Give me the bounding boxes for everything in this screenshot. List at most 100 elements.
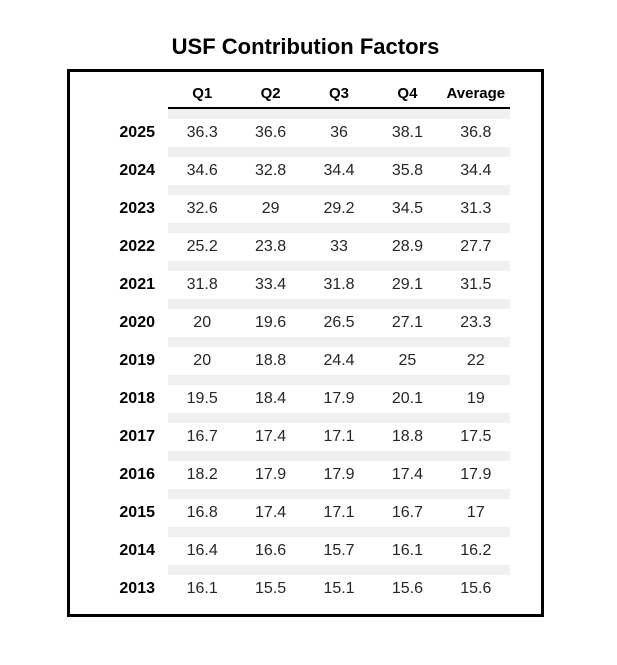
row-stripe bbox=[70, 147, 541, 157]
column-header-q3: Q3 bbox=[329, 85, 350, 102]
value-cell: 34.4 bbox=[460, 162, 492, 179]
row-stripe bbox=[70, 527, 541, 537]
value-cell: 29.1 bbox=[391, 276, 423, 293]
table-row: 2025 36.3 36.6 36 38.1 36.8 bbox=[70, 119, 541, 147]
row-stripe-band bbox=[168, 223, 510, 233]
value-cell: 32.6 bbox=[186, 200, 218, 217]
row-values: 16.7 17.4 17.1 18.8 17.5 bbox=[168, 428, 510, 446]
value-cell: 18.4 bbox=[255, 390, 287, 407]
table-column-headers: Q1 Q2 Q3 Q4 Average bbox=[168, 85, 510, 109]
row-stripe-band bbox=[168, 185, 510, 195]
column-header-average: Average bbox=[446, 85, 506, 102]
value-cell: 36 bbox=[330, 124, 348, 141]
value-cell: 27.1 bbox=[391, 314, 423, 331]
column-header-q4: Q4 bbox=[397, 85, 418, 102]
value-cell: 34.4 bbox=[323, 162, 355, 179]
value-cell: 16.2 bbox=[460, 542, 492, 559]
table-row: 2019 20 18.8 24.4 25 22 bbox=[70, 347, 541, 375]
value-cell: 18.2 bbox=[186, 466, 218, 483]
value-cell: 15.6 bbox=[391, 580, 423, 597]
value-cell: 18.8 bbox=[391, 428, 423, 445]
value-cell: 19.6 bbox=[255, 314, 287, 331]
value-cell: 26.5 bbox=[323, 314, 355, 331]
row-values: 18.2 17.9 17.9 17.4 17.9 bbox=[168, 466, 510, 484]
value-cell: 25.2 bbox=[186, 238, 218, 255]
row-stripe bbox=[70, 413, 541, 423]
value-cell: 19 bbox=[466, 390, 485, 407]
row-stripe-band bbox=[168, 337, 510, 347]
row-values: 25.2 23.8 33 28.9 27.7 bbox=[168, 238, 510, 256]
value-cell: 38.1 bbox=[391, 124, 423, 141]
value-cell: 16.4 bbox=[186, 542, 218, 559]
row-values: 31.8 33.4 31.8 29.1 31.5 bbox=[168, 276, 510, 294]
row-values: 16.8 17.4 17.1 16.7 17 bbox=[168, 504, 510, 522]
column-header-q2: Q2 bbox=[260, 85, 281, 102]
row-stripe bbox=[70, 261, 541, 271]
table-row: 2016 18.2 17.9 17.9 17.4 17.9 bbox=[70, 461, 541, 489]
value-cell: 17.5 bbox=[460, 428, 492, 445]
row-stripe bbox=[70, 565, 541, 575]
row-stripe bbox=[70, 489, 541, 499]
row-stripe bbox=[70, 185, 541, 195]
value-cell: 17.9 bbox=[323, 466, 355, 483]
row-stripe bbox=[70, 109, 541, 119]
year-label: 2022 bbox=[119, 238, 155, 255]
value-cell: 19.5 bbox=[186, 390, 218, 407]
value-cell: 16.6 bbox=[255, 542, 287, 559]
row-values: 16.4 16.6 15.7 16.1 16.2 bbox=[168, 542, 510, 560]
value-cell: 17.1 bbox=[323, 428, 355, 445]
value-cell: 24.4 bbox=[323, 352, 355, 369]
table-row: 2020 20 19.6 26.5 27.1 23.3 bbox=[70, 309, 541, 337]
row-stripe bbox=[70, 223, 541, 233]
year-label: 2021 bbox=[119, 276, 155, 293]
value-cell: 35.8 bbox=[391, 162, 423, 179]
year-label: 2017 bbox=[119, 428, 155, 445]
row-values: 34.6 32.8 34.4 35.8 34.4 bbox=[168, 162, 510, 180]
table-row: 2015 16.8 17.4 17.1 16.7 17 bbox=[70, 499, 541, 527]
value-cell: 17.4 bbox=[255, 504, 287, 521]
year-label: 2019 bbox=[119, 352, 155, 369]
table-row: 2022 25.2 23.8 33 28.9 27.7 bbox=[70, 233, 541, 261]
year-label: 2016 bbox=[119, 466, 155, 483]
year-label: 2014 bbox=[119, 542, 155, 559]
value-cell: 15.7 bbox=[323, 542, 355, 559]
value-cell: 16.8 bbox=[186, 504, 218, 521]
year-label: 2025 bbox=[119, 124, 155, 141]
row-stripe bbox=[70, 337, 541, 347]
row-values: 16.1 15.5 15.1 15.6 15.6 bbox=[168, 580, 510, 598]
value-cell: 16.1 bbox=[391, 542, 423, 559]
year-label: 2020 bbox=[119, 314, 155, 331]
value-cell: 36.6 bbox=[255, 124, 287, 141]
row-stripe-band bbox=[168, 565, 510, 575]
value-cell: 33 bbox=[330, 238, 348, 255]
value-cell: 27.7 bbox=[460, 238, 492, 255]
value-cell: 20 bbox=[193, 314, 212, 331]
table-row: 2017 16.7 17.4 17.1 18.8 17.5 bbox=[70, 423, 541, 451]
row-stripe-band bbox=[168, 375, 510, 385]
year-label: 2024 bbox=[119, 162, 155, 179]
table-header-row: Q1 Q2 Q3 Q4 Average bbox=[70, 72, 541, 109]
value-cell: 36.8 bbox=[460, 124, 492, 141]
column-header-q1: Q1 bbox=[192, 85, 213, 102]
value-cell: 34.6 bbox=[186, 162, 218, 179]
table-frame: Q1 Q2 Q3 Q4 Average 2025 36.3 36.6 36 38.1 36.8 20… bbox=[67, 69, 544, 617]
value-cell: 31.8 bbox=[186, 276, 218, 293]
value-cell: 31.5 bbox=[460, 276, 492, 293]
value-cell: 22 bbox=[466, 352, 485, 369]
value-cell: 18.8 bbox=[255, 352, 287, 369]
value-cell: 17.9 bbox=[323, 390, 355, 407]
row-stripe-band bbox=[168, 489, 510, 499]
value-cell: 17.9 bbox=[460, 466, 492, 483]
value-cell: 17.4 bbox=[391, 466, 423, 483]
year-label: 2015 bbox=[119, 504, 155, 521]
row-stripe bbox=[70, 375, 541, 385]
row-values: 20 19.6 26.5 27.1 23.3 bbox=[168, 314, 510, 332]
value-cell: 28.9 bbox=[391, 238, 423, 255]
value-cell: 17 bbox=[466, 504, 485, 521]
value-cell: 17.4 bbox=[255, 428, 287, 445]
table-body: 2025 36.3 36.6 36 38.1 36.8 2024 34.6 32.8 34.4 35… bbox=[70, 109, 541, 603]
row-stripe bbox=[70, 299, 541, 309]
year-label: 2013 bbox=[119, 580, 155, 597]
value-cell: 34.5 bbox=[391, 200, 423, 217]
page-title: USF Contribution Factors bbox=[171, 34, 440, 59]
